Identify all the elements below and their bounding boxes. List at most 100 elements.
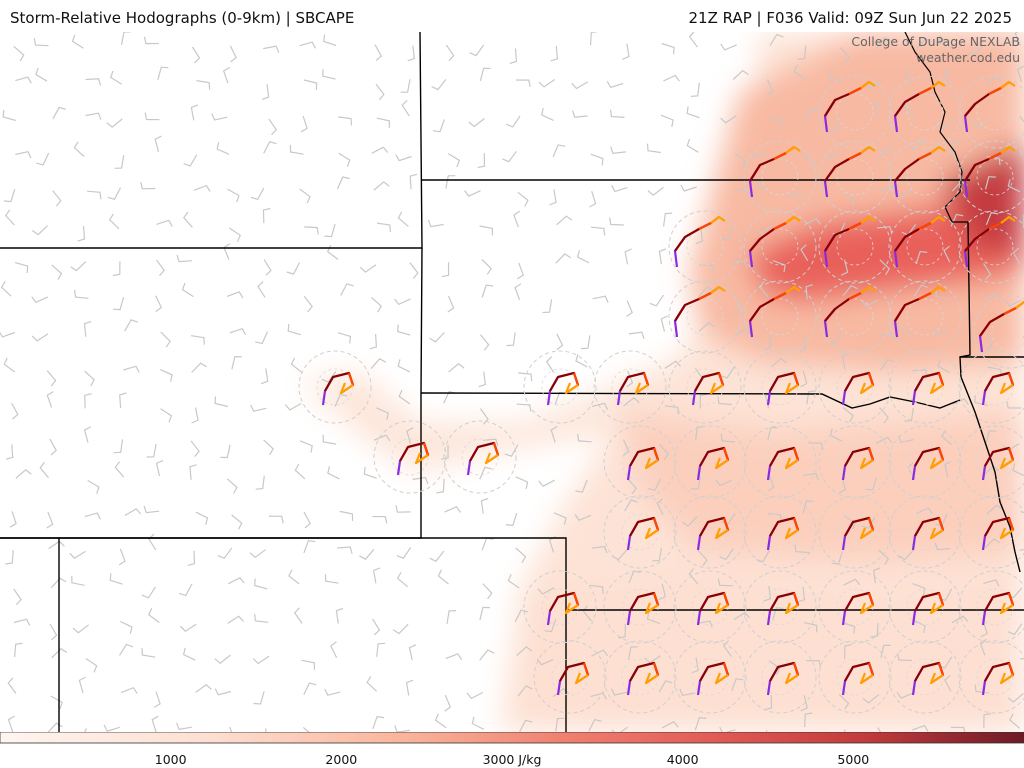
wind-barb xyxy=(119,620,133,634)
wind-barb xyxy=(479,225,494,236)
wind-barb xyxy=(429,332,445,343)
wind-barb xyxy=(767,513,783,522)
hodograph-segment xyxy=(644,457,659,470)
wind-barb xyxy=(552,687,570,698)
wind-barb xyxy=(103,724,120,732)
wind-barb xyxy=(287,324,301,336)
wind-barb xyxy=(336,176,350,190)
wind-barb xyxy=(876,36,892,48)
wind-barb xyxy=(972,119,990,128)
colorbar-tick-label: 4000 xyxy=(666,752,699,767)
wind-barb xyxy=(938,35,952,48)
wind-barb xyxy=(873,567,881,584)
wind-barb xyxy=(646,612,660,625)
wind-barb xyxy=(190,104,199,121)
wind-barb xyxy=(732,69,749,80)
wind-barb xyxy=(1012,463,1024,477)
wind-barb xyxy=(582,605,592,622)
hodograph xyxy=(958,495,1024,569)
wind-barb xyxy=(31,225,48,236)
hodograph-segment xyxy=(714,672,729,685)
hodograph xyxy=(888,75,962,149)
wind-barb xyxy=(515,547,527,564)
wind-barb xyxy=(797,586,806,603)
wind-barb xyxy=(880,358,895,371)
wind-barb xyxy=(721,513,736,525)
wind-barb xyxy=(480,408,489,425)
wind-barb xyxy=(549,189,557,206)
wind-barb xyxy=(861,516,876,529)
wind-barb xyxy=(191,335,205,345)
wind-barb xyxy=(878,549,890,565)
wind-barb xyxy=(397,211,409,227)
wind-barb xyxy=(0,280,12,297)
wind-barb xyxy=(609,109,625,118)
wind-barb xyxy=(514,283,522,301)
wind-barb xyxy=(986,504,1003,515)
wind-barb xyxy=(268,118,278,136)
wind-barb xyxy=(140,181,156,190)
wind-barb xyxy=(392,623,409,635)
wind-barb xyxy=(513,210,521,228)
wind-barb xyxy=(911,139,926,152)
hodograph-segment xyxy=(930,80,946,89)
hodograph-segment xyxy=(860,145,876,154)
wind-barb xyxy=(444,506,462,513)
wind-barb xyxy=(160,369,173,382)
wind-barb xyxy=(974,684,989,694)
wind-barb xyxy=(623,397,640,407)
wind-barb xyxy=(661,42,675,55)
wind-barb xyxy=(720,115,737,124)
wind-barb xyxy=(155,459,164,477)
hodograph xyxy=(818,280,892,354)
wind-barb xyxy=(69,550,86,559)
wind-barb xyxy=(480,334,490,351)
wind-barb xyxy=(376,642,386,657)
hodograph-segment xyxy=(999,672,1014,685)
wind-barb xyxy=(823,152,840,159)
wind-barb xyxy=(627,478,637,495)
wind-barb xyxy=(571,81,589,90)
wind-barb xyxy=(303,295,313,313)
wind-barb xyxy=(1014,32,1021,46)
hodograph-segment xyxy=(860,215,876,224)
wind-barb xyxy=(915,250,928,264)
wind-barb xyxy=(376,117,391,128)
wind-barb xyxy=(803,108,819,120)
wind-barb xyxy=(1009,713,1021,729)
wind-barb xyxy=(698,321,715,332)
wind-barb xyxy=(78,676,86,694)
hodograph-segment xyxy=(644,672,659,685)
wind-barb xyxy=(950,726,966,732)
wind-barb xyxy=(507,573,520,589)
hodograph-segment xyxy=(644,527,659,540)
hodograph xyxy=(818,210,892,284)
wind-barb xyxy=(324,223,336,238)
hodograph xyxy=(523,350,597,424)
wind-barb xyxy=(179,623,197,632)
hodograph-segment xyxy=(930,285,946,294)
wind-barb xyxy=(589,584,604,594)
wind-barb xyxy=(802,154,815,169)
wind-barb xyxy=(183,211,193,228)
wind-barb xyxy=(434,713,447,729)
wind-barb xyxy=(556,215,573,226)
wind-barb xyxy=(800,370,808,388)
hodograph xyxy=(298,350,372,424)
wind-barb xyxy=(369,333,378,350)
wind-barb xyxy=(590,692,607,700)
wind-barb xyxy=(838,477,847,494)
wind-barb xyxy=(805,284,814,300)
wind-barb xyxy=(481,258,492,275)
wind-barb xyxy=(289,144,304,155)
wind-barb xyxy=(118,548,126,566)
wind-barb xyxy=(861,299,879,307)
wind-barb xyxy=(85,78,102,86)
hodograph-segment xyxy=(859,527,874,540)
wind-barb xyxy=(624,248,632,265)
wind-barb xyxy=(842,406,854,423)
wind-barb xyxy=(622,439,630,457)
wind-barb xyxy=(71,34,84,49)
wind-barb xyxy=(983,293,1001,301)
wind-barb xyxy=(407,45,415,62)
